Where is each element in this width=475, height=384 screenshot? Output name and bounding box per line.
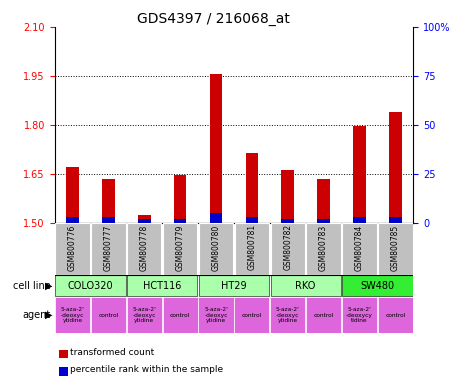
Bar [102,217,114,223]
Bar [353,217,366,223]
Text: transformed count: transformed count [70,348,154,357]
Bar [55,297,90,333]
Text: SW480: SW480 [361,281,394,291]
Text: GDS4397 / 216068_at: GDS4397 / 216068_at [137,12,290,25]
Text: 5-aza-2'
-deoxyc
ytidine: 5-aza-2' -deoxyc ytidine [61,307,85,323]
Bar [56,223,90,275]
Bar [199,275,269,296]
Bar [306,223,341,275]
Text: agent: agent [23,310,51,320]
Bar [378,223,412,275]
Bar [174,219,186,223]
Text: GSM800777: GSM800777 [104,224,113,271]
Bar [306,297,341,333]
Text: control: control [242,313,262,318]
Bar [282,219,294,223]
Bar [389,112,401,223]
Bar [127,297,162,333]
Bar [210,213,222,223]
Bar [389,217,401,223]
Bar [127,275,197,296]
Bar [270,297,305,333]
Text: GSM800783: GSM800783 [319,224,328,270]
Bar [271,223,305,275]
Bar [91,297,126,333]
Text: GSM800778: GSM800778 [140,224,149,270]
Bar [317,219,330,223]
Bar [271,275,341,296]
Text: control: control [385,313,406,318]
Text: GSM800780: GSM800780 [211,224,220,270]
Bar [127,223,162,275]
Bar [342,297,377,333]
Bar [174,175,186,223]
Text: 5-aza-2'
-deoxyc
ytidine: 5-aza-2' -deoxyc ytidine [204,307,228,323]
Bar [199,223,233,275]
Text: control: control [98,313,119,318]
Bar [210,74,222,223]
Text: GSM800781: GSM800781 [247,224,257,270]
Bar [342,275,412,296]
Text: GSM800784: GSM800784 [355,224,364,270]
Bar [235,223,269,275]
Text: 5-aza-2'
-deoxycy
tidine: 5-aza-2' -deoxycy tidine [346,307,373,323]
Text: 5-aza-2'
-deoxyc
ytidine: 5-aza-2' -deoxyc ytidine [276,307,300,323]
Bar [91,223,125,275]
Text: GSM800779: GSM800779 [176,224,185,271]
Text: COLO320: COLO320 [67,281,114,291]
Bar [66,167,79,223]
Text: GSM800785: GSM800785 [391,224,400,270]
Bar [246,217,258,223]
Bar [282,170,294,223]
Text: RKO: RKO [295,281,316,291]
Text: GSM800776: GSM800776 [68,224,77,271]
Bar [102,179,114,223]
Text: cell line: cell line [13,281,51,291]
Bar [342,223,377,275]
Text: control: control [170,313,190,318]
Text: control: control [314,313,334,318]
Text: ▶: ▶ [45,281,52,291]
Bar [234,297,269,333]
Text: ▶: ▶ [45,310,52,320]
Bar [353,126,366,223]
Bar [138,215,151,223]
Bar [378,297,413,333]
Text: percentile rank within the sample: percentile rank within the sample [70,365,223,374]
Bar [138,219,151,223]
Text: GSM800782: GSM800782 [283,224,292,270]
Bar [317,179,330,223]
Bar [246,152,258,223]
Bar [162,297,198,333]
Bar [199,297,234,333]
Bar [66,217,79,223]
Text: HT29: HT29 [221,281,247,291]
Text: 5-aza-2'
-deoxyc
ytidine: 5-aza-2' -deoxyc ytidine [133,307,156,323]
Text: HCT116: HCT116 [143,281,181,291]
Bar [163,223,197,275]
Bar [56,275,125,296]
